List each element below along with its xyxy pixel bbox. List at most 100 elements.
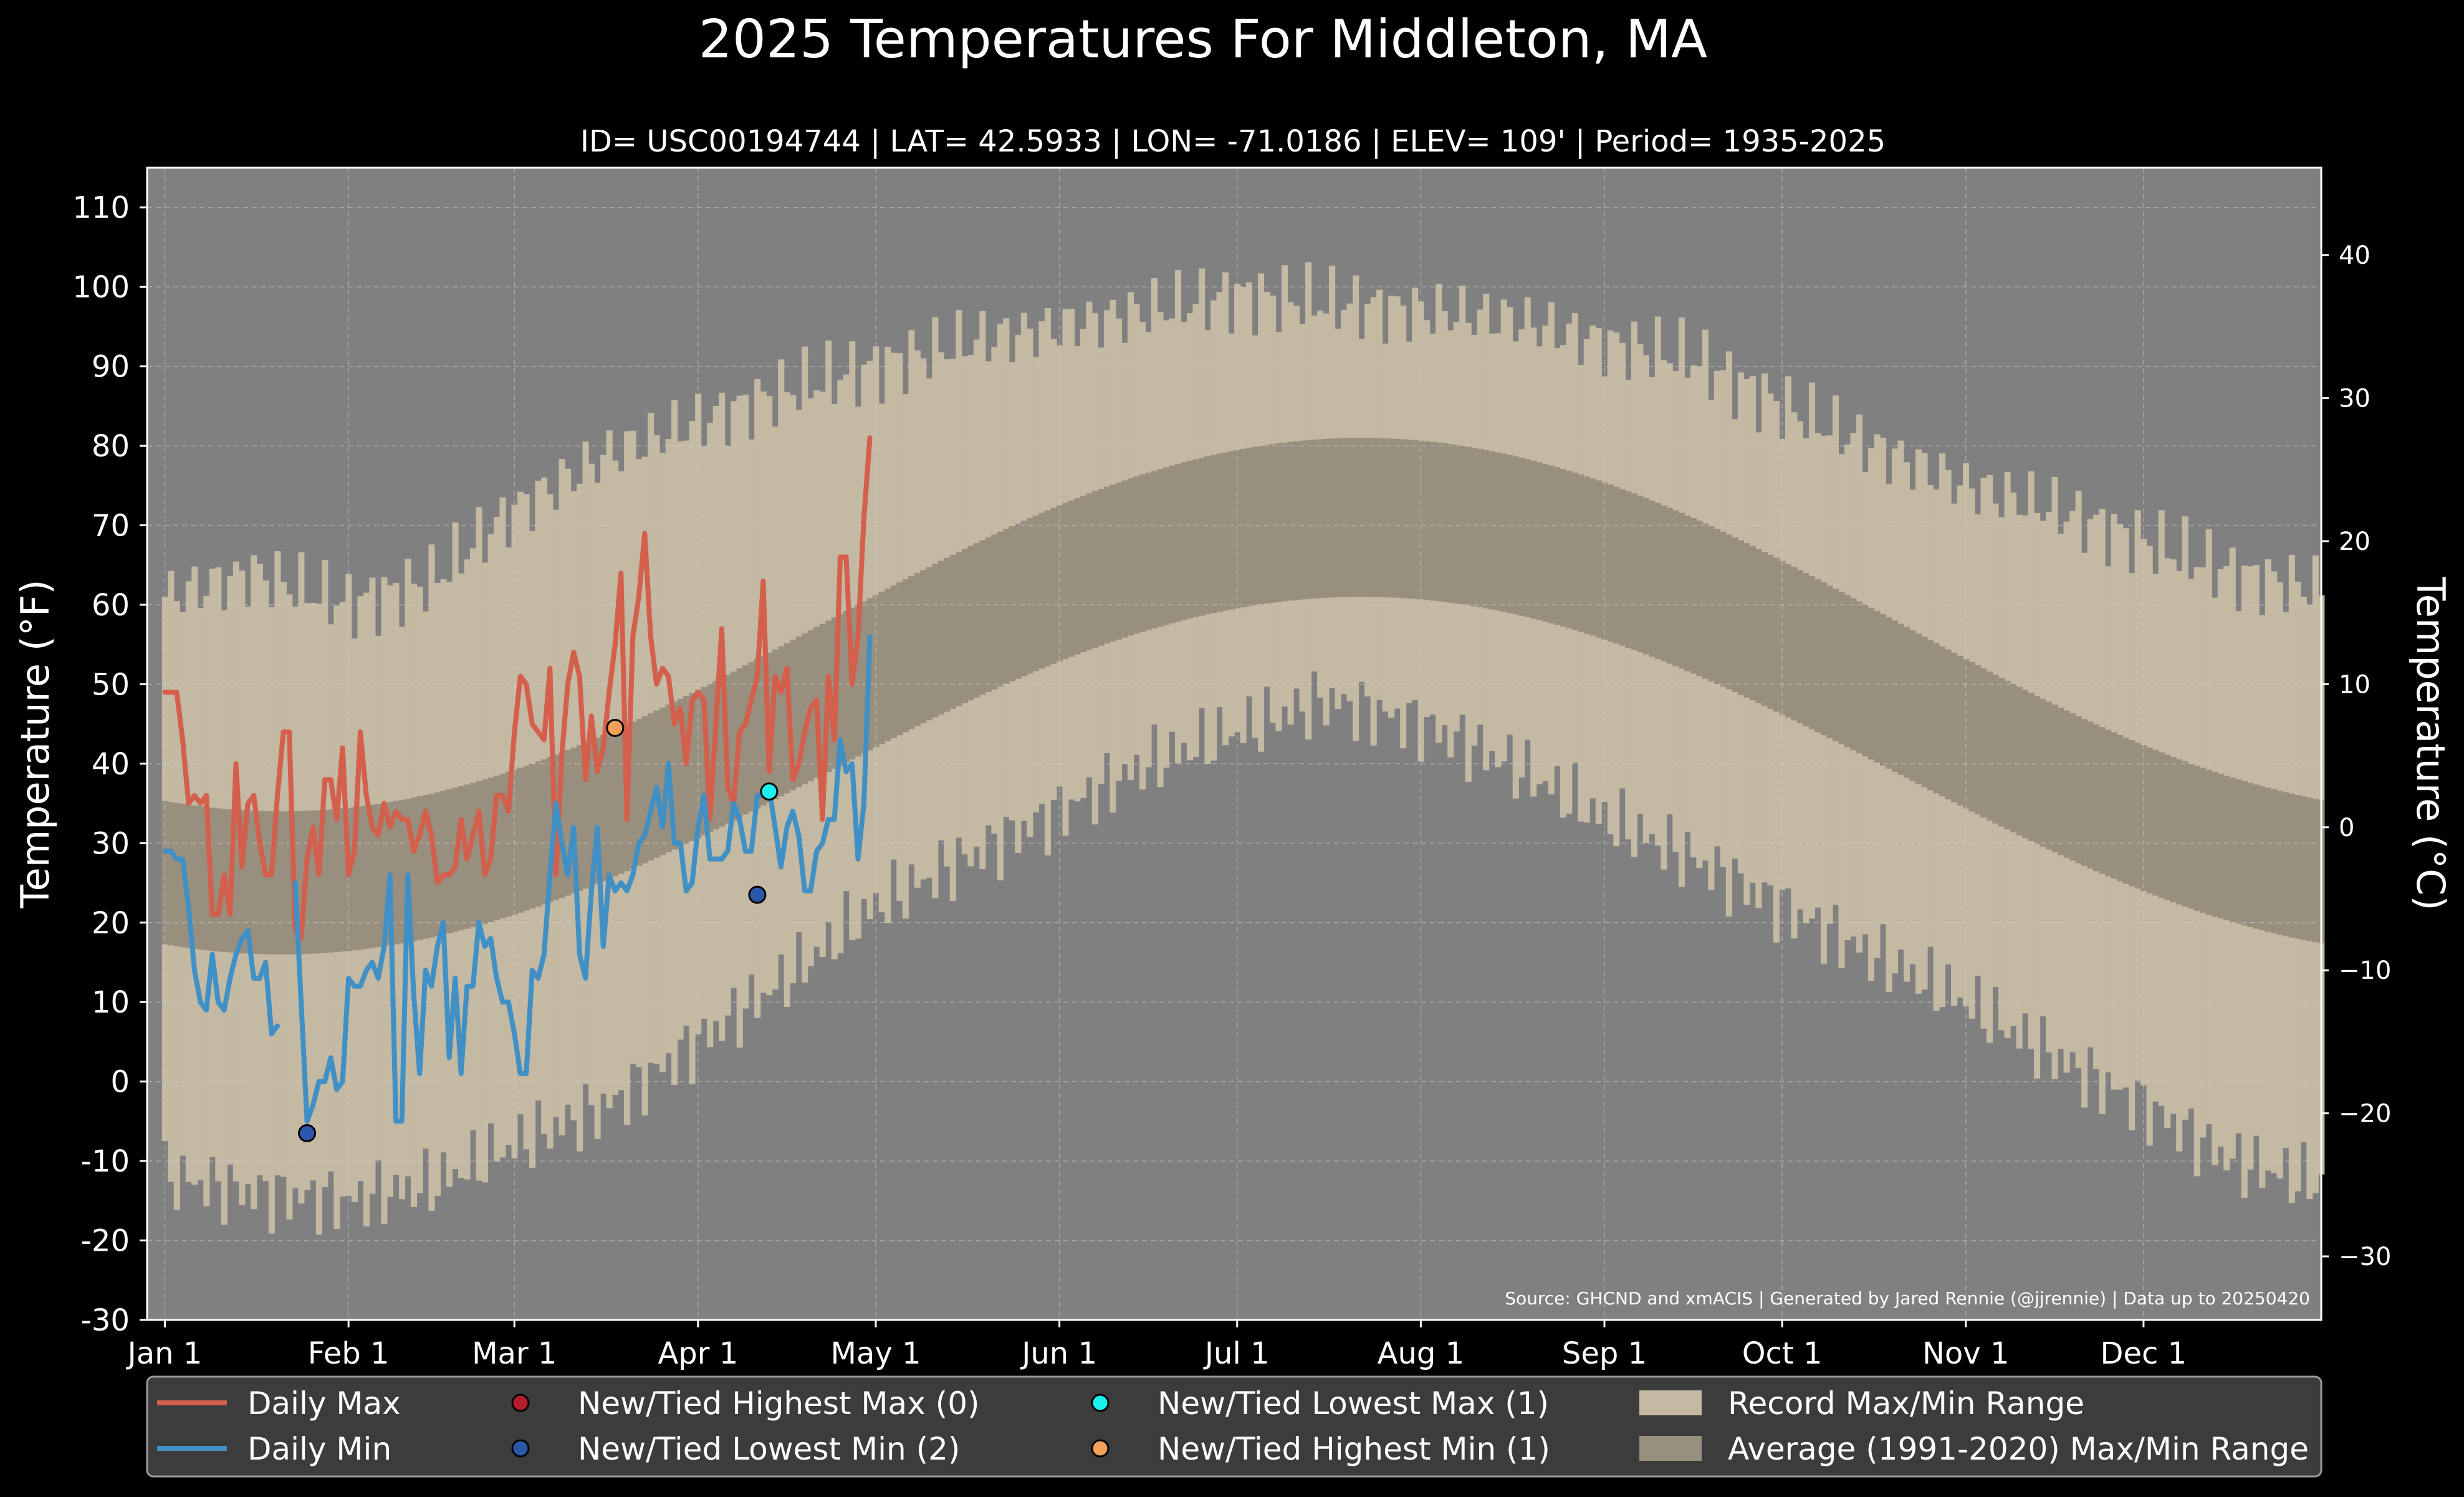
average-range-bar — [588, 740, 595, 887]
average-range-bar — [902, 579, 909, 733]
legend: Daily Max New/Tied Highest Max (0) New/Tie… — [146, 1375, 2323, 1478]
average-range-bar — [2122, 738, 2129, 884]
average-range-bar — [1998, 677, 2005, 827]
average-range-bar — [1625, 491, 1632, 648]
average-range-bar — [1068, 500, 1075, 657]
average-range-bar — [1198, 458, 1206, 616]
average-range-bar — [2271, 789, 2278, 933]
average-range-bar — [742, 665, 749, 815]
average-range-bar — [1826, 585, 1833, 738]
legend-new-tied-highest-max-0-label: New/Tied Highest Max (0) — [578, 1385, 980, 1422]
average-range-bar — [2176, 759, 2183, 905]
y-tick-label: 10 — [92, 985, 130, 1020]
average-range-bar — [1282, 442, 1288, 602]
average-range-bar — [1139, 474, 1146, 632]
average-range-bar — [523, 766, 530, 911]
average-range-bars — [161, 438, 2325, 955]
x-tick-label: May 1 — [830, 1336, 921, 1371]
average-range-bar — [2093, 724, 2100, 872]
average-range-bar — [2081, 719, 2088, 866]
average-range-bar — [1785, 564, 1791, 718]
average-range-bar — [1808, 576, 1815, 729]
average-range-bar — [1666, 508, 1673, 664]
y-right-tick-label: −30 — [2339, 1243, 2391, 1271]
average-range-bar — [191, 806, 198, 949]
average-range-bar — [1020, 521, 1027, 676]
y-right-tick-label: 20 — [2339, 527, 2371, 556]
average-range-bar — [493, 776, 501, 920]
average-range-bar — [1601, 482, 1608, 640]
average-range-bar — [1086, 493, 1093, 650]
average-range-bar — [345, 807, 352, 951]
x-tick-label: Sep 1 — [1562, 1336, 1647, 1371]
average-range-bar — [529, 763, 536, 909]
average-range-bar — [1287, 441, 1294, 601]
average-range-bar — [985, 537, 992, 692]
average-range-bar — [677, 698, 684, 847]
average-range-bar — [1773, 557, 1780, 712]
legend-daily-min-label: Daily Min — [247, 1431, 391, 1467]
average-range-bar — [2300, 796, 2307, 940]
average-range-bar — [961, 549, 968, 703]
average-range-bar — [843, 610, 850, 763]
average-range-bar — [1240, 448, 1247, 608]
average-range-bar — [1465, 446, 1472, 605]
average-range-bar — [1293, 441, 1300, 600]
average-range-bar — [1192, 459, 1199, 617]
legend-new-tied-lowest-max-1-swatch — [1091, 1394, 1110, 1412]
average-range-bar — [760, 655, 767, 806]
average-range-bar — [2111, 732, 2117, 879]
y-axis-right: −30 −20 −10 0 10 20 30 40 — [2321, 241, 2391, 1271]
x-tick-label: Aug 1 — [1378, 1336, 1465, 1371]
average-range-bar — [802, 633, 808, 784]
average-range-bar — [410, 797, 418, 941]
average-range-bar — [168, 802, 175, 946]
average-range-bar — [1518, 458, 1525, 616]
average-range-bar — [1394, 438, 1401, 598]
average-range-bar — [2212, 771, 2218, 917]
average-range-bar — [1181, 462, 1187, 620]
average-range-bar — [1945, 649, 1952, 800]
average-range-bar — [1578, 474, 1584, 632]
average-range-bar — [2087, 721, 2094, 869]
average-range-bar — [232, 809, 239, 953]
average-range-bar — [2117, 734, 2124, 882]
average-range-bar — [363, 806, 370, 949]
average-range-bar — [1992, 675, 1999, 824]
average-range-bar — [239, 810, 246, 953]
average-range-bar — [582, 743, 589, 889]
average-range-bar — [2075, 716, 2082, 864]
average-range-bar — [1346, 438, 1353, 597]
average-range-bar — [1838, 592, 1845, 744]
average-range-bar — [600, 734, 607, 882]
average-range-bar — [1732, 537, 1738, 692]
average-range-bar — [1714, 529, 1720, 685]
average-range-bar — [1370, 438, 1377, 597]
average-range-bar — [653, 710, 660, 858]
average-range-bar — [790, 640, 797, 791]
average-range-bar — [197, 806, 204, 950]
average-range-bar — [2182, 761, 2188, 907]
average-range-bar — [1536, 462, 1543, 620]
average-range-bar — [2217, 774, 2224, 919]
average-range-bar — [203, 807, 210, 951]
average-range-bar — [1110, 484, 1116, 642]
average-range-bar — [707, 683, 714, 832]
average-range-bar — [1613, 486, 1620, 644]
daily-min-line — [292, 633, 873, 1124]
average-range-bar — [2016, 686, 2023, 835]
average-range-bar — [1186, 460, 1194, 619]
average-range-bar — [1406, 440, 1412, 599]
average-range-bar — [1507, 455, 1513, 614]
average-range-bar — [2164, 754, 2171, 900]
average-range-bar — [937, 561, 944, 715]
average-range-bar — [511, 769, 518, 915]
average-range-bar — [2253, 784, 2260, 929]
average-range-bar — [1761, 552, 1768, 706]
average-range-bar — [1151, 471, 1158, 628]
average-range-bar — [618, 727, 625, 874]
average-range-bar — [1980, 668, 1987, 818]
average-range-bar — [2105, 729, 2112, 877]
average-range-bar — [1814, 579, 1821, 733]
